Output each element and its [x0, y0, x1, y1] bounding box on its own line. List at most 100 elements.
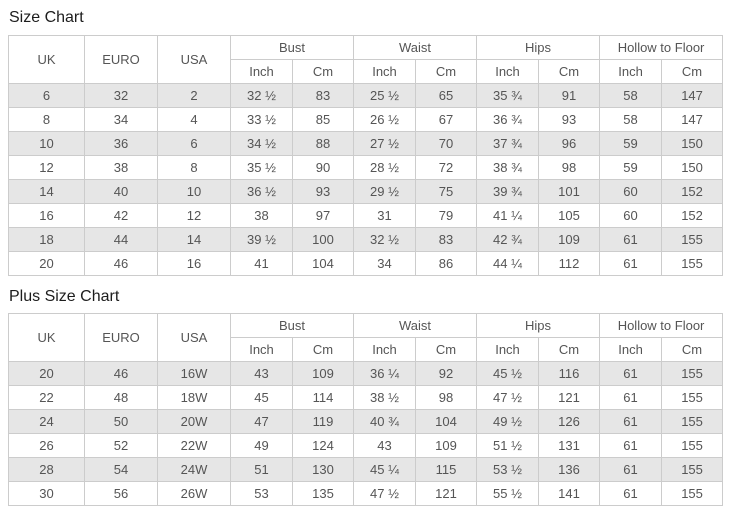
cell: 26W	[157, 481, 231, 506]
cell: 70	[415, 131, 478, 156]
table-row: 18 44 14 39 ½ 100 32 ½ 83 42 ¾ 109 61 155	[8, 227, 724, 252]
cell: 47 ½	[476, 385, 540, 410]
cell: 112	[538, 251, 601, 276]
table-row: 20 46 16 41 104 34 86 44 ¼ 112 61 155	[8, 251, 724, 276]
group-header-hollow-to-floor: Hollow to Floor	[599, 313, 724, 338]
unit-header-cm: Cm	[291, 59, 355, 84]
cell: 109	[291, 361, 355, 386]
cell: 98	[538, 155, 601, 180]
cell: 42	[84, 203, 158, 228]
cell: 35 ¾	[476, 83, 540, 108]
cell: 92	[415, 361, 478, 386]
size-chart-title: Size Chart	[9, 9, 84, 26]
cell: 147	[661, 83, 724, 108]
cell: 46	[84, 251, 158, 276]
cell: 47	[230, 409, 293, 434]
table-row: 8 34 4 33 ½ 85 26 ½ 67 36 ¾ 93 58 147	[8, 107, 724, 132]
table-row: 6 32 2 32 ½ 83 25 ½ 65 35 ¾ 91 58 147	[8, 83, 724, 108]
cell: 46	[84, 361, 158, 386]
cell: 97	[291, 203, 355, 228]
cell: 24	[8, 409, 85, 434]
cell: 59	[599, 131, 663, 156]
unit-header-inch: Inch	[476, 337, 540, 362]
cell: 38 ½	[353, 385, 417, 410]
cell: 130	[291, 457, 355, 482]
cell: 34 ½	[230, 131, 293, 156]
unit-header-inch: Inch	[476, 59, 540, 84]
cell: 61	[599, 385, 663, 410]
cell: 86	[415, 251, 478, 276]
cell: 61	[599, 227, 663, 252]
cell: 155	[661, 409, 724, 434]
cell: 155	[661, 457, 724, 482]
cell: 36 ¾	[476, 107, 540, 132]
unit-header-inch: Inch	[599, 59, 663, 84]
cell: 131	[538, 433, 601, 458]
cell: 85	[291, 107, 355, 132]
cell: 61	[599, 457, 663, 482]
cell: 56	[84, 481, 158, 506]
cell: 45 ½	[476, 361, 540, 386]
cell: 152	[661, 179, 724, 204]
cell: 53	[230, 481, 293, 506]
cell: 49 ½	[476, 409, 540, 434]
cell: 41	[230, 251, 293, 276]
cell: 155	[661, 385, 724, 410]
cell: 8	[8, 107, 85, 132]
cell: 44	[84, 227, 158, 252]
cell: 135	[291, 481, 355, 506]
cell: 2	[157, 83, 231, 108]
cell: 49	[230, 433, 293, 458]
cell: 38 ¾	[476, 155, 540, 180]
cell: 25 ½	[353, 83, 417, 108]
size-chart-body: 6 32 2 32 ½ 83 25 ½ 65 35 ¾ 91 58 147 8 34 4 33 ½ 85 26 …	[8, 83, 724, 276]
cell: 79	[415, 203, 478, 228]
cell: 14	[157, 227, 231, 252]
cell: 42 ¾	[476, 227, 540, 252]
group-header-bust: Bust	[229, 35, 355, 60]
cell: 61	[599, 433, 663, 458]
table-row: 20 46 16W 43 109 36 ¼ 92 45 ½ 116 61 155	[8, 361, 724, 386]
group-header-waist: Waist	[353, 313, 478, 338]
cell: 51 ½	[476, 433, 540, 458]
cell: 100	[291, 227, 355, 252]
cell: 10	[8, 131, 85, 156]
cell: 61	[599, 361, 663, 386]
cell: 126	[538, 409, 601, 434]
cell: 53 ½	[476, 457, 540, 482]
cell: 38	[230, 203, 293, 228]
cell: 72	[415, 155, 478, 180]
table-row: 16 42 12 38 97 31 79 41 ¼ 105 60 152	[8, 203, 724, 228]
cell: 155	[661, 433, 724, 458]
cell: 12	[157, 203, 231, 228]
cell: 22W	[157, 433, 231, 458]
group-header-hips: Hips	[476, 313, 601, 338]
group-header-hips: Hips	[476, 35, 601, 60]
cell: 61	[599, 409, 663, 434]
unit-header-inch: Inch	[599, 337, 663, 362]
cell: 6	[157, 131, 231, 156]
table-row: 24 50 20W 47 119 40 ¾ 104 49 ½ 126 61 155	[8, 409, 724, 434]
cell: 16W	[157, 361, 231, 386]
group-header-waist: Waist	[353, 35, 478, 60]
cell: 104	[415, 409, 478, 434]
cell: 147	[661, 107, 724, 132]
unit-header-cm: Cm	[291, 337, 355, 362]
cell: 119	[291, 409, 355, 434]
table-row: 10 36 6 34 ½ 88 27 ½ 70 37 ¾ 96 59 150	[8, 131, 724, 156]
cell: 115	[415, 457, 478, 482]
cell: 41 ¼	[476, 203, 540, 228]
cell: 50	[84, 409, 158, 434]
cell: 27 ½	[353, 131, 417, 156]
unit-header-cm: Cm	[415, 59, 478, 84]
cell: 34	[353, 251, 417, 276]
size-chart-header: UK EURO USA Bust Waist Hips Hollow to Fl…	[8, 35, 724, 84]
cell: 16	[157, 251, 231, 276]
cell: 40 ¾	[353, 409, 417, 434]
cell: 26	[8, 433, 85, 458]
table-row: 12 38 8 35 ½ 90 28 ½ 72 38 ¾ 98 59 150	[8, 155, 724, 180]
cell: 124	[291, 433, 355, 458]
group-header-bust: Bust	[229, 313, 355, 338]
cell: 55 ½	[476, 481, 540, 506]
cell: 60	[599, 179, 663, 204]
